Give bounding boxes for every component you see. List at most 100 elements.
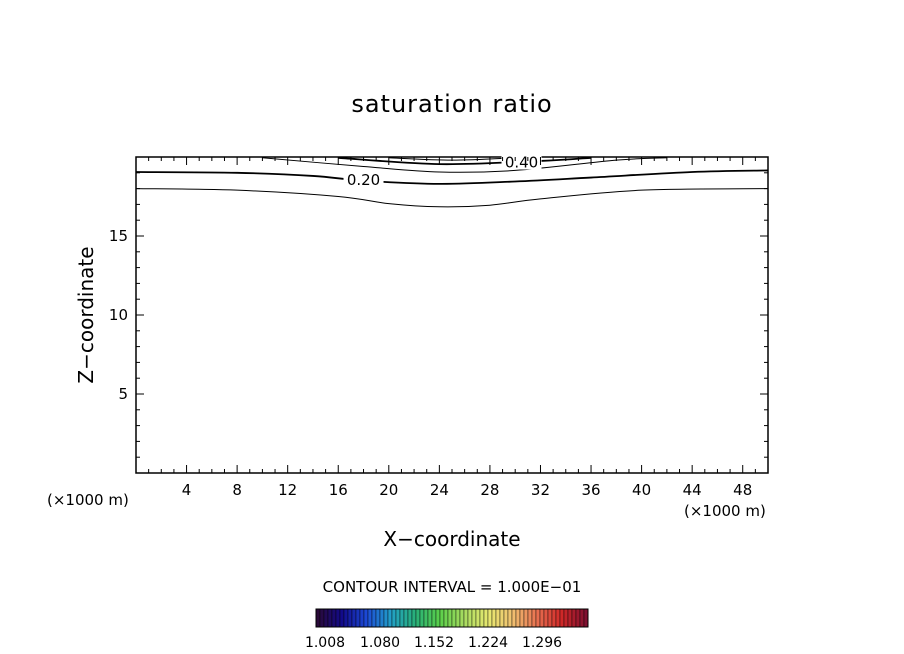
colorbar-segment [347, 608, 353, 628]
colorbar-segment [419, 608, 425, 628]
colorbar-segment [391, 608, 397, 628]
x-tick-label: 36 [581, 481, 600, 499]
colorbar-segment [499, 608, 505, 628]
colorbar-segment [519, 608, 525, 628]
colorbar-label: 1.080 [360, 635, 400, 651]
x-tick-label: 44 [683, 481, 702, 499]
x-tick-label: 48 [733, 481, 752, 499]
colorbar-segment [507, 608, 513, 628]
colorbar-segment [403, 608, 409, 628]
colorbar-segment [315, 608, 321, 628]
colorbar-segment [483, 608, 489, 628]
plot-frame [135, 156, 769, 474]
x-tick-label: 12 [278, 481, 297, 499]
colorbar-segment [539, 608, 545, 628]
colorbar-segment [443, 608, 449, 628]
colorbar-segment [479, 608, 485, 628]
colorbar-segment [351, 608, 357, 628]
y-tick-label: 5 [118, 385, 128, 403]
contour-label-bg [343, 170, 384, 187]
colorbar-segment [491, 608, 497, 628]
colorbar-segment [399, 608, 405, 628]
colorbar-segment [435, 608, 441, 628]
colorbar-segment [323, 608, 329, 628]
colorbar-segment [455, 608, 461, 628]
colorbar-segment [383, 608, 389, 628]
colorbar-label: 1.296 [522, 635, 562, 651]
colorbar-segment [471, 608, 477, 628]
colorbar-frame [315, 608, 589, 628]
colorbar-segment [579, 608, 585, 628]
x-tick-label: 4 [182, 481, 192, 499]
x-axis-ticks: 4 8 12 16 20 24 28 32 36 40 44 48 [148, 157, 756, 499]
colorbar-labels: 1.008 1.080 1.152 1.224 1.296 [305, 635, 562, 651]
colorbar-segment [427, 608, 433, 628]
colorbar-segment [319, 608, 325, 628]
colorbar-segment [379, 608, 385, 628]
colorbar-segment [583, 608, 589, 628]
colorbar-segment [527, 608, 533, 628]
colorbar-segment [555, 608, 561, 628]
colorbar-label: 1.224 [468, 635, 508, 651]
colorbar-segment [511, 608, 517, 628]
colorbar-segment [451, 608, 457, 628]
x-tick-label: 8 [232, 481, 242, 499]
colorbar-segment [495, 608, 501, 628]
contour-line [135, 188, 769, 208]
colorbar-segment [363, 608, 369, 628]
colorbar-segment [551, 608, 557, 628]
colorbar-segment [407, 608, 413, 628]
y-tick-label: 10 [109, 306, 128, 324]
colorbar-segment [559, 608, 565, 628]
colorbar [315, 608, 589, 628]
colorbar-segment [355, 608, 361, 628]
colorbar-segment [411, 608, 417, 628]
colorbar-segment [531, 608, 537, 628]
contour-line [135, 169, 769, 185]
contour-label-bg [501, 153, 542, 170]
colorbar-segment [447, 608, 453, 628]
x-left-unit-label: (×1000 m) [47, 491, 129, 509]
colorbar-segment [331, 608, 337, 628]
x-right-unit-label: (×1000 m) [684, 502, 766, 520]
x-tick-label: 24 [430, 481, 449, 499]
colorbar-segment [563, 608, 569, 628]
colorbar-segment [415, 608, 421, 628]
x-tick-label: 16 [329, 481, 348, 499]
colorbar-segment [439, 608, 445, 628]
colorbar-segment [327, 608, 333, 628]
colorbar-segment [503, 608, 509, 628]
x-axis-label: X−coordinate [383, 527, 520, 551]
colorbar-segment [359, 608, 365, 628]
colorbar-segment [547, 608, 553, 628]
colorbar-segment [367, 608, 373, 628]
contour-lines: 0.20 0.40 [135, 153, 769, 208]
x-tick-label: 20 [379, 481, 398, 499]
contour-interval-note: CONTOUR INTERVAL = 1.000E−01 [323, 578, 582, 596]
y-tick-label: 15 [109, 227, 128, 245]
colorbar-segment [459, 608, 465, 628]
colorbar-segment [387, 608, 393, 628]
colorbar-segment [535, 608, 541, 628]
colorbar-segment [543, 608, 549, 628]
colorbar-segment [523, 608, 529, 628]
colorbar-segment [343, 608, 349, 628]
colorbar-segment [375, 608, 381, 628]
colorbar-segment [567, 608, 573, 628]
y-axis-ticks: 5 10 15 [109, 172, 768, 458]
colorbar-segment [463, 608, 469, 628]
colorbar-label: 1.152 [414, 635, 454, 651]
colorbar-segment [487, 608, 493, 628]
colorbar-segment [467, 608, 473, 628]
contour-label: 0.40 [505, 154, 538, 172]
colorbar-segment [339, 608, 345, 628]
colorbar-segment [395, 608, 401, 628]
x-tick-label: 32 [531, 481, 550, 499]
chart-title: saturation ratio [351, 90, 552, 118]
colorbar-label: 1.008 [305, 635, 345, 651]
colorbar-segment [423, 608, 429, 628]
colorbar-segment [571, 608, 577, 628]
x-tick-label: 28 [480, 481, 499, 499]
colorbar-segment [515, 608, 521, 628]
colorbar-segment [475, 608, 481, 628]
